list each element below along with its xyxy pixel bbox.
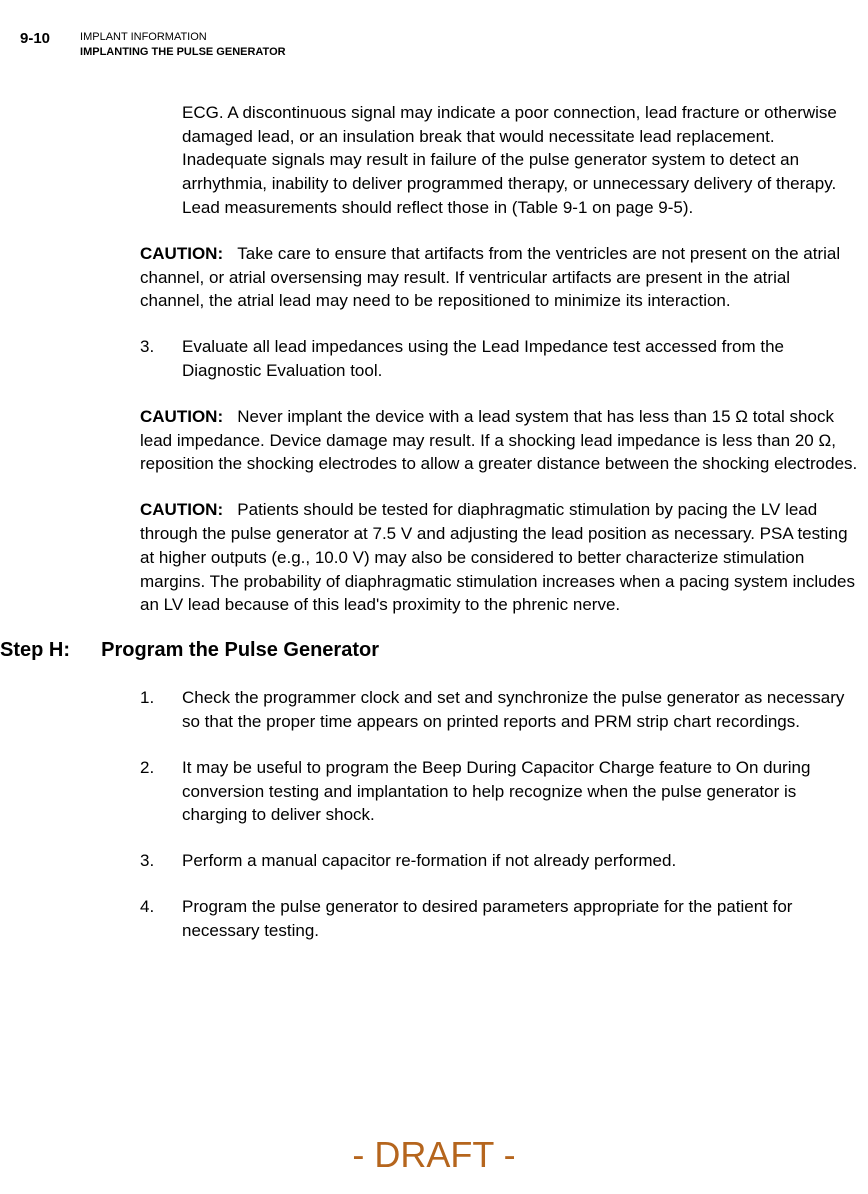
list-text: Evaluate all lead impedances using the L… [182,335,858,383]
caution-text: Take care to ensure that artifacts from … [140,244,840,311]
step-h-heading: Step H: Program the Pulse Generator [0,639,858,662]
intro-paragraph: ECG. A discontinuous signal may indicate… [140,101,858,220]
list-number: 2. [140,756,182,827]
list-number: 4. [140,895,182,943]
list-number: 1. [140,686,182,734]
caution-block-1: CAUTION: Take care to ensure that artifa… [140,242,858,313]
list-number: 3. [140,849,182,873]
list-text: Perform a manual capacitor re-formation … [182,849,858,873]
list-text: Program the pulse generator to desired p… [182,895,858,943]
step-h-item-2: 2. It may be useful to program the Beep … [140,756,858,827]
step-h-item-1: 1. Check the programmer clock and set an… [140,686,858,734]
caution-label: CAUTION: [140,244,223,263]
caution-text: Patients should be tested for diaphragma… [140,500,855,614]
step-h-item-3: 3. Perform a manual capacitor re-formati… [140,849,858,873]
step-h-item-4: 4. Program the pulse generator to desire… [140,895,858,943]
page-header: 9-10 IMPLANT INFORMATION IMPLANTING THE … [0,30,868,61]
caution-text: Never implant the device with a lead sys… [140,407,857,474]
caution-label: CAUTION: [140,500,223,519]
step-title: Program the Pulse Generator [101,639,379,661]
header-text-block: IMPLANT INFORMATION IMPLANTING THE PULSE… [80,30,286,61]
list-number: 3. [140,335,182,383]
header-subsection: IMPLANTING THE PULSE GENERATOR [80,45,286,60]
list-item-3: 3. Evaluate all lead impedances using th… [140,335,858,383]
header-section: IMPLANT INFORMATION [80,30,286,45]
caution-block-3: CAUTION: Patients should be tested for d… [140,498,858,617]
page-number: 9-10 [20,30,50,47]
list-text: Check the programmer clock and set and s… [182,686,858,734]
draft-watermark: - DRAFT - [0,1134,868,1176]
caution-block-2: CAUTION: Never implant the device with a… [140,405,858,476]
step-label: Step H: [0,639,90,662]
list-text: It may be useful to program the Beep Dur… [182,756,858,827]
caution-label: CAUTION: [140,407,223,426]
main-content: ECG. A discontinuous signal may indicate… [0,101,868,943]
